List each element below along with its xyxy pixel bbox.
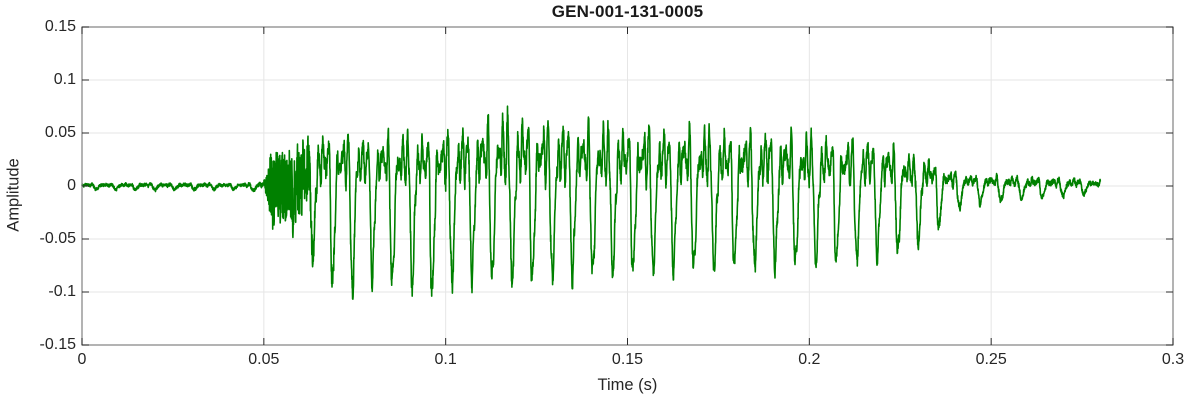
y-tick-label: 0.15: [44, 18, 76, 35]
y-tick-label: -0.05: [39, 230, 76, 247]
chart-title: GEN-001-131-0005: [551, 2, 704, 21]
waveform-line: [81, 105, 1102, 300]
x-tick-label: 0.3: [1161, 351, 1185, 368]
x-tick-label: 0.2: [798, 351, 821, 368]
y-tick-label: 0.1: [53, 71, 76, 88]
y-tick-label: -0.1: [48, 283, 76, 300]
y-tick-label: 0: [67, 177, 76, 194]
x-tick-label: 0.25: [975, 351, 1007, 368]
x-tick-label: 0.1: [434, 351, 457, 368]
x-axis-label: Time (s): [597, 376, 658, 394]
x-tick-label: 0: [77, 351, 87, 368]
x-tick-label: 0.05: [248, 351, 280, 368]
x-tick-label: 0.15: [611, 351, 644, 368]
y-tick-label: -0.15: [39, 336, 76, 353]
y-tick-label: 0.05: [44, 124, 76, 141]
